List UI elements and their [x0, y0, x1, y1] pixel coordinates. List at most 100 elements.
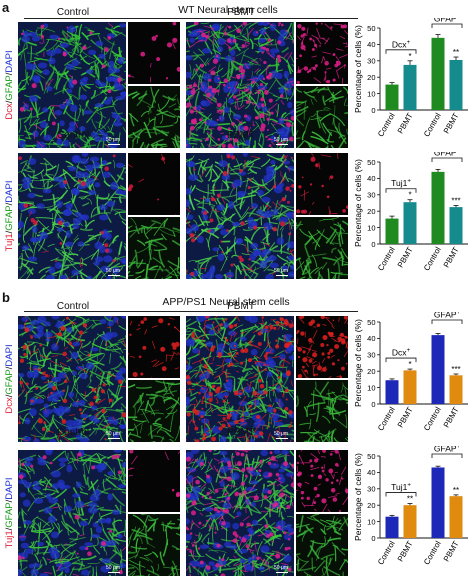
- scale-bar-label-left: 50 μm: [106, 268, 120, 274]
- y-tick-label: 40: [367, 40, 375, 49]
- group-label-text: GFAP: [434, 446, 457, 454]
- y-tick-label: 20: [367, 501, 375, 510]
- stain-gfap-label: GFAP: [4, 75, 15, 100]
- group-bracket: [432, 454, 462, 458]
- y-axis-label: Percentage of cells (%): [353, 319, 363, 407]
- x-tick-label: Control: [422, 111, 443, 138]
- y-tick-label: 0: [371, 534, 375, 543]
- stain-label-row-4: Tuj1/GFAP/DAPI: [3, 450, 17, 576]
- group-label-text: Dcx: [392, 39, 407, 49]
- y-axis-label: Percentage of cells (%): [353, 159, 363, 247]
- group-label: GFAP+: [434, 18, 461, 24]
- group-label: GFAP+: [434, 312, 461, 320]
- y-tick-label: 10: [367, 89, 375, 98]
- x-tick-label: PBMT: [442, 245, 461, 269]
- bar: [450, 60, 463, 110]
- group-label-superscript: +: [407, 348, 411, 354]
- group-label-text: Dcx: [392, 348, 407, 358]
- stain-dapi-label: DAPI: [4, 344, 15, 366]
- bar: [386, 380, 399, 404]
- group-label-superscript: +: [407, 40, 411, 46]
- significance-marker: **: [453, 486, 459, 495]
- control-label: Control: [18, 130, 128, 141]
- bar: [404, 370, 417, 404]
- y-tick-label: 40: [367, 468, 375, 477]
- panel-letter-a: a: [2, 0, 9, 15]
- control-merged-image: 50 μm: [18, 450, 126, 576]
- group-label-text: GFAP: [434, 18, 457, 24]
- scale-bar-left: [108, 572, 120, 573]
- x-tick-label: PBMT: [396, 405, 415, 429]
- y-axis-label: Percentage of cells (%): [353, 25, 363, 113]
- treated-channel-green-image: [296, 380, 348, 442]
- bar: [386, 219, 399, 244]
- control-label: Control: [18, 7, 128, 18]
- treated-channel-green-image: [296, 86, 348, 148]
- treated-merged-image: 50 μm: [186, 153, 294, 279]
- scale-bar-label-right: 50 μm: [274, 565, 288, 571]
- x-tick-label: Control: [422, 405, 443, 432]
- x-tick-label: PBMT: [396, 539, 415, 563]
- stain-gfap-label: GFAP: [4, 205, 15, 230]
- significance-marker: ***: [451, 365, 460, 374]
- treated-merged-image: 50 μm: [186, 450, 294, 576]
- y-tick-label: 30: [367, 191, 375, 200]
- y-tick-label: 20: [367, 73, 375, 82]
- group-label: Dcx+: [392, 348, 411, 358]
- bar: [404, 505, 417, 538]
- group-label: Tuj1+: [391, 178, 411, 188]
- x-tick-label: Control: [422, 245, 443, 272]
- group-label-superscript: +: [457, 446, 461, 450]
- x-tick-label: Control: [376, 539, 397, 566]
- bar: [386, 85, 399, 110]
- treated-label: PBMT: [186, 301, 296, 312]
- significance-marker: **: [407, 495, 413, 504]
- x-tick-label: Control: [376, 245, 397, 272]
- bar: [450, 496, 463, 538]
- treated-channel-green-image: [296, 217, 348, 279]
- group-label-text: Tuj1: [391, 178, 407, 188]
- y-tick-label: 20: [367, 367, 375, 376]
- scale-bar-label-right: 50 μm: [274, 268, 288, 274]
- stain-label-row-1: Dcx/GFAP/DAPI: [3, 22, 17, 148]
- y-tick-label: 30: [367, 485, 375, 494]
- stain-separator: /: [4, 203, 15, 206]
- stain-dapi-label: DAPI: [4, 181, 15, 203]
- stain-gfap-label: GFAP: [4, 369, 15, 394]
- scale-bar-left: [108, 275, 120, 276]
- stain-label-row-2: Tuj1/GFAP/DAPI: [3, 153, 17, 279]
- x-tick-label: PBMT: [396, 245, 415, 269]
- scale-bar-right: [276, 144, 288, 145]
- bar: [432, 172, 445, 244]
- control-channel-red-image: [128, 153, 180, 215]
- treated-channel-red-image: [296, 450, 348, 512]
- control-channel-green-image: [128, 86, 180, 148]
- y-tick-label: 30: [367, 57, 375, 66]
- scale-bar-right: [276, 275, 288, 276]
- y-axis-label: Percentage of cells (%): [353, 453, 363, 541]
- control-channel-green-image: [128, 217, 180, 279]
- treated-channel-red-image: [296, 316, 348, 378]
- stain-separator: /: [4, 231, 15, 234]
- bar: [450, 207, 463, 244]
- group-label: Dcx+: [392, 39, 411, 49]
- significance-marker: *: [408, 360, 411, 369]
- bar: [404, 202, 417, 244]
- scale-bar-left: [108, 144, 120, 145]
- bar: [432, 38, 445, 110]
- scale-bar-right: [276, 438, 288, 439]
- group-bracket: [432, 320, 462, 324]
- panel-letter-b: b: [2, 290, 10, 305]
- group-label-superscript: +: [407, 179, 411, 185]
- scale-bar-right: [276, 572, 288, 573]
- control-channel-green-image: [128, 380, 180, 442]
- control-channel-red-image: [128, 316, 180, 378]
- stain-marker-label: Dcx: [4, 103, 15, 119]
- group-label: GFAP+: [434, 446, 461, 454]
- significance-marker: **: [453, 48, 459, 57]
- treated-merged-image: 50 μm: [186, 316, 294, 442]
